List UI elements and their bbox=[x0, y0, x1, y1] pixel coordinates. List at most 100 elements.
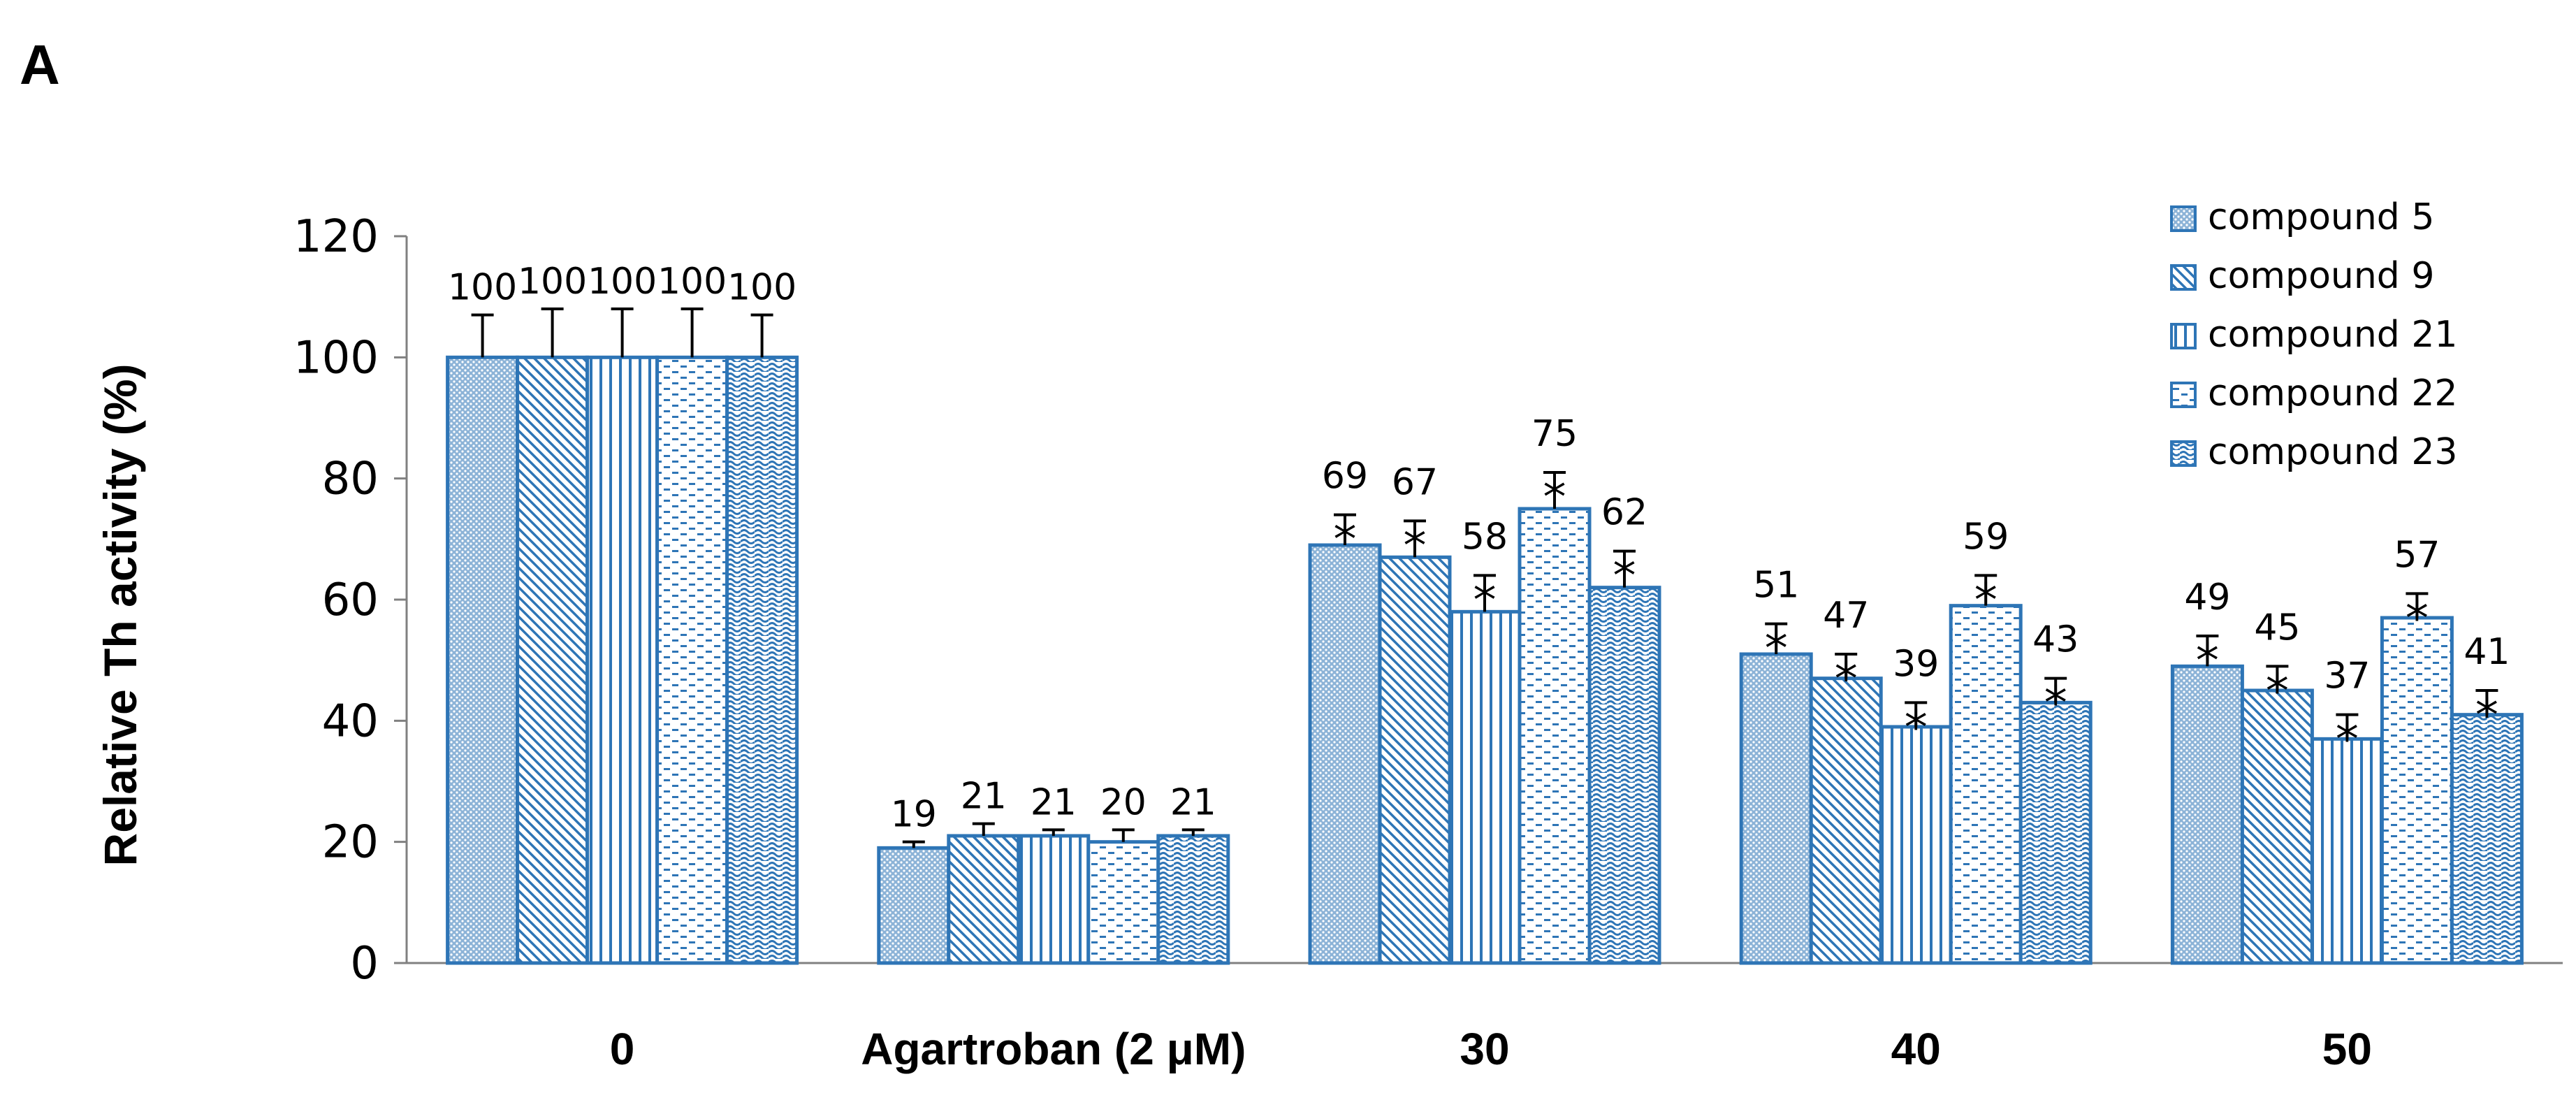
bar-group: * 57 bbox=[2380, 534, 2454, 965]
y-axis-label-group: Relative Th activity (%) bbox=[94, 364, 146, 867]
significance-star: * bbox=[1974, 573, 1998, 627]
legend-label: compound 23 bbox=[2208, 431, 2458, 473]
legend-swatch bbox=[2170, 440, 2197, 467]
bar bbox=[1156, 834, 1230, 965]
x-tick-label: 50 bbox=[2322, 1024, 2372, 1074]
bar bbox=[877, 846, 951, 965]
significance-star: * bbox=[2266, 664, 2289, 718]
significance-star: * bbox=[1543, 470, 1566, 524]
data-label: 100 bbox=[727, 267, 796, 309]
bar-group: 100 bbox=[655, 261, 729, 965]
bar-group: * 62 bbox=[1587, 492, 1661, 965]
data-label: 59 bbox=[1963, 516, 2009, 558]
legend-item: compound 22 bbox=[2170, 372, 2458, 414]
bar bbox=[725, 355, 799, 965]
legend-swatch bbox=[2170, 323, 2197, 349]
bar-group: * 69 bbox=[1308, 456, 1382, 965]
bar-group: * 41 bbox=[2450, 631, 2524, 965]
bar bbox=[1518, 507, 1592, 965]
bar bbox=[2450, 713, 2524, 965]
bar-group: 100 bbox=[516, 261, 590, 965]
bar bbox=[2310, 737, 2384, 965]
data-label: 21 bbox=[1031, 781, 1077, 823]
axes: 0 20 40 60 80 100 120 bbox=[293, 211, 2563, 990]
y-axis-label: Relative Th activity (%) bbox=[94, 364, 146, 867]
significance-star: * bbox=[1334, 513, 1357, 567]
significance-star: * bbox=[2406, 591, 2429, 645]
x-tick-label: 0 bbox=[610, 1024, 635, 1074]
bar bbox=[2240, 688, 2314, 965]
legend-label: compound 22 bbox=[2208, 372, 2458, 414]
bar bbox=[2380, 616, 2454, 965]
significance-star: * bbox=[1905, 700, 1928, 754]
data-label: 100 bbox=[588, 261, 657, 303]
bar-group: * 75 bbox=[1518, 413, 1592, 965]
y-tick-label: 80 bbox=[322, 454, 379, 505]
bar-group: 19 bbox=[877, 794, 951, 965]
bar-group: 100 bbox=[585, 261, 660, 965]
bar bbox=[1448, 609, 1522, 965]
legend-item: compound 21 bbox=[2170, 314, 2458, 356]
significance-star: * bbox=[1613, 549, 1636, 603]
y-tick-label: 120 bbox=[293, 211, 379, 263]
data-label: 75 bbox=[1531, 413, 1578, 455]
bar bbox=[1739, 652, 1813, 965]
bar bbox=[1879, 725, 1953, 965]
bar-group: * 47 bbox=[1809, 595, 1883, 965]
bar bbox=[2170, 664, 2244, 965]
bar-group: * 51 bbox=[1739, 565, 1813, 965]
bar bbox=[1017, 834, 1091, 965]
y-tick-label: 100 bbox=[293, 332, 379, 384]
bar-group: * 58 bbox=[1448, 516, 1522, 965]
data-label: 67 bbox=[1392, 461, 1438, 503]
data-label: 37 bbox=[2324, 656, 2370, 697]
significance-star: * bbox=[1404, 519, 1427, 572]
bar-group: 21 bbox=[1156, 781, 1230, 965]
panel-label: A bbox=[20, 34, 60, 96]
data-label: 69 bbox=[1322, 456, 1368, 498]
bar-group: 21 bbox=[1017, 781, 1091, 965]
bar-group: * 59 bbox=[1949, 516, 2023, 965]
bar bbox=[1308, 543, 1382, 965]
legend-swatch bbox=[2170, 382, 2197, 408]
data-label: 39 bbox=[1893, 643, 1939, 685]
data-label: 21 bbox=[1170, 781, 1216, 823]
y-tick-label: 40 bbox=[322, 695, 379, 747]
bar bbox=[1378, 555, 1452, 965]
legend: compound 5 compound 9 compound 21 compound … bbox=[2170, 196, 2458, 473]
bar-group: 21 bbox=[947, 776, 1021, 965]
significance-star: * bbox=[1835, 652, 1858, 706]
significance-star: * bbox=[2044, 676, 2067, 730]
bar-group: * 39 bbox=[1879, 643, 1953, 965]
bar-group: 100 bbox=[446, 267, 520, 965]
data-label: 100 bbox=[448, 267, 517, 309]
data-label: 21 bbox=[961, 776, 1007, 818]
x-tick-label: 30 bbox=[1460, 1024, 1509, 1074]
bar-group: * 37 bbox=[2310, 656, 2384, 965]
significance-star: * bbox=[2196, 634, 2219, 688]
bar-group: 100 bbox=[725, 267, 799, 965]
x-tick-label: Agartroban (2 μM) bbox=[861, 1024, 1246, 1074]
data-label: 49 bbox=[2184, 577, 2230, 618]
data-label: 47 bbox=[1823, 595, 1869, 637]
bar bbox=[1587, 586, 1661, 965]
bar bbox=[2018, 700, 2093, 965]
legend-item: compound 5 bbox=[2170, 196, 2434, 238]
bar bbox=[1086, 840, 1160, 965]
legend-item: compound 9 bbox=[2170, 255, 2434, 297]
data-label: 62 bbox=[1601, 492, 1647, 534]
data-label: 100 bbox=[518, 261, 587, 303]
significance-star: * bbox=[1473, 573, 1497, 627]
data-label: 43 bbox=[2032, 619, 2079, 661]
data-label: 41 bbox=[2464, 631, 2510, 673]
bar-group: * 43 bbox=[2018, 619, 2093, 965]
legend-label: compound 21 bbox=[2208, 314, 2458, 356]
y-tick-label: 60 bbox=[322, 574, 379, 626]
legend-item: compound 23 bbox=[2170, 431, 2458, 473]
bar-group: 20 bbox=[1086, 781, 1160, 965]
data-label: 51 bbox=[1753, 565, 1799, 607]
significance-star: * bbox=[1765, 622, 1788, 676]
data-label: 19 bbox=[891, 794, 937, 836]
